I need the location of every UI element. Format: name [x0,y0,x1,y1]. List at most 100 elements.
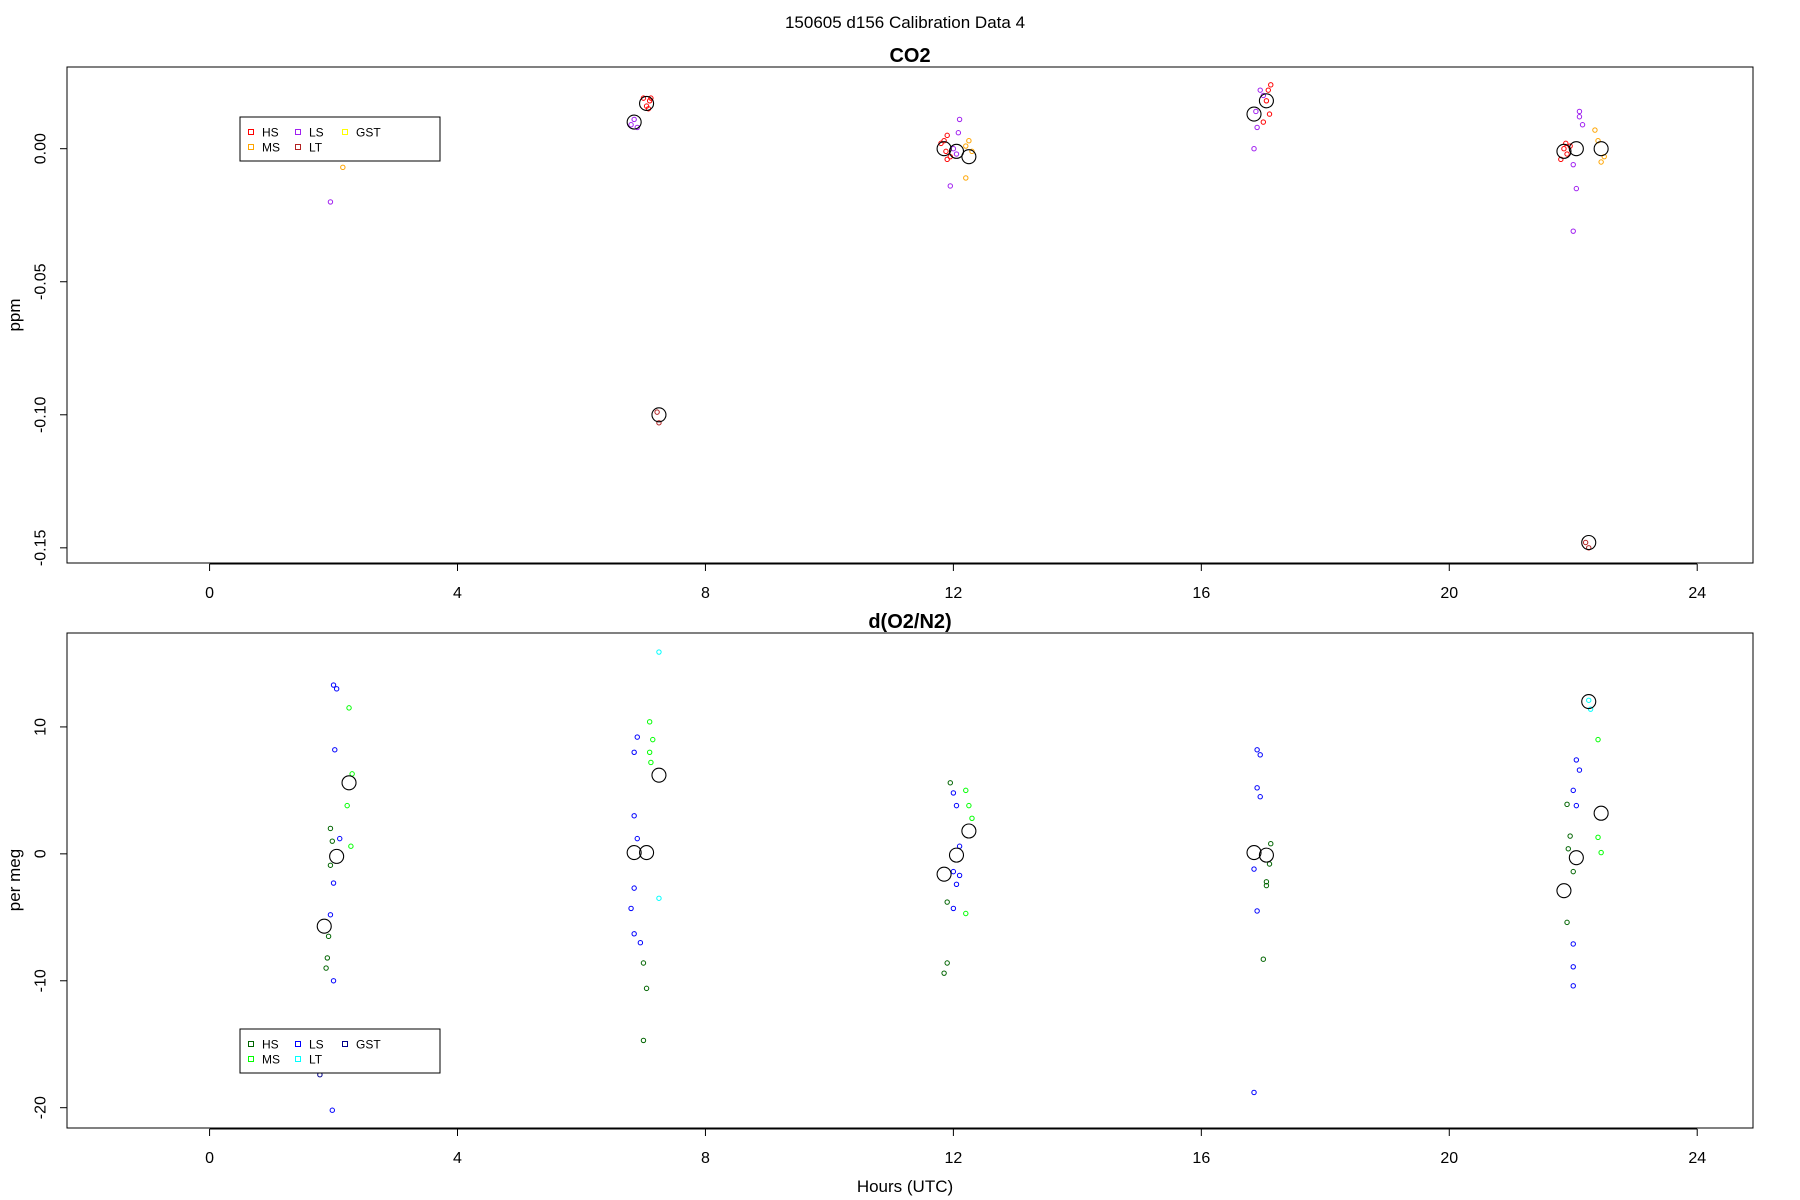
data-point-lt [656,649,662,655]
data-point-ls [631,931,637,937]
data-point-ms [646,719,653,725]
data-point-ls [1254,747,1260,753]
mean-point [1581,534,1597,551]
data-point-ls [1257,794,1263,800]
data-point-ls [953,151,960,157]
data-point-hs [944,899,950,905]
data-point-hs [327,862,334,868]
data-point-hs [1266,111,1273,117]
x-tick-label: 4 [453,1150,462,1167]
data-point-hs [1565,846,1571,852]
data-point-ls [1573,185,1580,192]
x-tick-label: 20 [1440,1150,1458,1167]
data-point-ms [340,164,346,171]
data-point-hs [1564,919,1570,926]
data-point-hs [1561,145,1567,152]
series-mean [626,93,1609,551]
mean-point [1568,850,1584,866]
data-point-ls [330,880,337,886]
data-point-ls [1573,802,1580,809]
data-point-ls [333,686,340,692]
y-tick-label: 0 [33,849,50,858]
legend-label: LT [309,1053,323,1067]
data-point-ms [963,910,969,917]
x-tick-label: 24 [1688,1150,1706,1167]
data-point-ls [950,790,957,796]
data-point-lt [656,420,662,426]
data-point-ls [1257,87,1263,93]
data-point-ls [953,881,960,888]
data-point-hs [941,138,947,144]
data-point-ms [1598,849,1604,856]
panel-title: d(O2/N2) [868,611,951,633]
data-point-ls [329,1107,335,1113]
data-point-hs [329,838,335,844]
data-point-ms [966,138,972,144]
data-point-hs [1265,87,1271,93]
mean-point [1568,141,1584,157]
data-point-ls [1576,108,1583,115]
co2-panel: CO2 0 4 8 12 16 20 24 0.00 -0.05 -0.10 -0.15 ppm HSMS… [5,45,1754,602]
legend-label: GST [356,1038,381,1052]
plot-frame [66,66,1754,564]
data-point-ls [956,872,963,879]
legend-marker [248,1041,254,1047]
series-ms [340,127,1607,181]
data-point-ls [1579,122,1586,128]
mean-point [1556,143,1572,159]
x-tick-label: 16 [1192,585,1210,602]
data-point-ls [1251,866,1257,872]
y-tick-label: -20 [33,1096,50,1119]
data-point-ls [1570,983,1576,989]
data-point-ls [631,116,637,123]
data-point-ls [631,885,637,891]
legend-marker [248,129,254,135]
mean-point [1258,93,1274,109]
y-tick-label: -10 [33,969,50,992]
legend-marker [295,1041,301,1047]
data-point-hs [1263,879,1270,885]
y-tick-label: 10 [33,718,50,736]
panel-title: CO2 [889,45,930,67]
data-point-ls [1573,757,1580,763]
data-point-ls [1254,124,1260,131]
data-point-ls [1253,108,1259,115]
data-point-lt [1587,706,1594,712]
data-point-ls [1570,941,1576,947]
data-point-ls [1570,964,1576,970]
legend-marker [342,1041,348,1047]
legend-label: LT [309,141,323,155]
data-point-ls [1251,145,1257,152]
series-mean [316,693,1609,934]
mean-point [341,775,357,791]
data-point-hs [1263,882,1270,889]
data-point-lt [654,409,660,415]
series-hs [323,780,1576,1044]
data-point-ls [1570,787,1576,794]
data-point-ls [332,747,338,753]
data-point-ls [1576,767,1583,773]
mean-point [948,143,965,159]
data-point-ls [1576,114,1583,120]
legend-label: GST [356,126,381,140]
legend-label: HS [262,126,279,140]
legend-marker [295,129,301,135]
data-point-hs [941,970,947,976]
data-point-ls [337,835,343,842]
data-point-lt [656,895,662,901]
mean-point [1593,805,1609,821]
data-point-ms [650,736,656,743]
data-point-ls [1570,228,1576,234]
data-point-hs [324,955,331,961]
data-point-ls [956,116,963,123]
data-point-ms [1595,736,1601,743]
data-point-ls [1570,161,1576,168]
legend-box [239,1028,441,1074]
y-tick-label: -0.15 [33,529,50,566]
x-tick-label: 12 [944,1150,962,1167]
data-point-hs [640,960,647,966]
data-point-ls [634,835,640,842]
data-point-ls [950,905,957,912]
